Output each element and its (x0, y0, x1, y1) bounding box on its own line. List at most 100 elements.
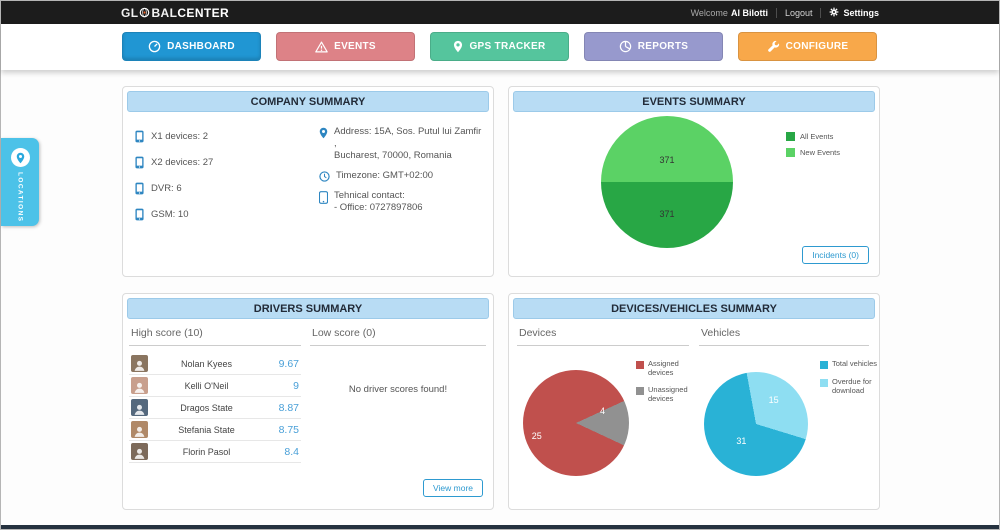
logo-text: CENTER (177, 5, 230, 20)
events-summary-panel: EVENTS SUMMARY 371 371 All Events New Ev… (508, 86, 880, 277)
events-summary-title: EVENTS SUMMARY (513, 91, 875, 112)
high-score-column: High score (10) Nolan Kyees 9.67 Kelli O… (129, 327, 301, 463)
address-line: Address: 15A, Sos. Putul lui Zamfir , (334, 126, 482, 149)
pie-value-label: 371 (659, 208, 675, 219)
nav-reports-button[interactable]: REPORTS (584, 32, 723, 61)
vehicles-legend: Total vehicles Overdue for download (820, 359, 880, 404)
gear-icon (829, 7, 839, 19)
legend-swatch (820, 361, 828, 369)
mobile-device-icon (135, 156, 144, 169)
app-logo: GL BAL CENTER (121, 6, 229, 20)
vehicles-section-label: Vehicles (699, 327, 869, 346)
map-pin-icon (319, 127, 328, 162)
devices-legend: Assigned devices Unassigned devices (636, 359, 696, 412)
contact-label: Tehnical contact: (334, 190, 405, 201)
nav-gps-tracker-button[interactable]: GPS TRACKER (430, 32, 569, 61)
logo-text: BAL (151, 5, 178, 20)
legend-label: All Events (800, 132, 834, 141)
incidents-button[interactable]: Incidents (0) (802, 246, 869, 264)
device-counts: X1 devices: 2 X2 devices: 27 DVR: 6 GSM:… (135, 123, 213, 227)
driver-row: Dragos State 8.87 (129, 397, 301, 419)
devices-section-label: Devices (517, 327, 689, 346)
mobile-device-icon (135, 208, 144, 221)
nav-events-button[interactable]: EVENTS (276, 32, 415, 61)
map-marker-icon (453, 40, 463, 53)
nav-label: GPS TRACKER (469, 41, 546, 52)
address-row: Address: 15A, Sos. Putul lui Zamfir , Bu… (319, 126, 485, 162)
legend-label: Overdue for download (832, 377, 872, 395)
nav-configure-button[interactable]: CONFIGURE (738, 32, 877, 61)
driver-score: 8.75 (278, 423, 299, 436)
driver-row: Kelli O'Neil 9 (129, 375, 301, 397)
settings-link[interactable]: Settings (829, 7, 879, 19)
devices-pie-chart: 25 4 (523, 370, 629, 476)
pie-value-label: 31 (736, 435, 747, 446)
low-score-label: Low score (0) (310, 327, 486, 346)
legend-label: New Events (800, 148, 841, 157)
legend-label: Total vehicles (832, 359, 878, 368)
driver-row: Nolan Kyees 9.67 (129, 353, 301, 375)
company-summary-title: COMPANY SUMMARY (127, 91, 489, 112)
legend-item: All Events (786, 132, 840, 141)
pie-value-label: 4 (599, 406, 606, 417)
legend-item: Total vehicles (820, 359, 880, 369)
device-count-row: GSM: 10 (135, 201, 213, 227)
legend-swatch (636, 387, 644, 395)
driver-row: Stefania State 8.75 (129, 419, 301, 441)
no-scores-message: No driver scores found! (348, 384, 448, 395)
top-bar: GL BAL CENTER Welcome Al Bilotti Logout (1, 1, 999, 24)
locations-tab[interactable]: LOCATIONS (1, 138, 39, 226)
low-score-column: Low score (0) No driver scores found! (310, 327, 486, 395)
legend-item: New Events (786, 148, 840, 157)
legend-swatch (786, 132, 795, 141)
nav-dashboard-button[interactable]: DASHBOARD (122, 32, 261, 61)
nav-label: CONFIGURE (785, 41, 849, 52)
divider (775, 7, 777, 18)
driver-avatar (131, 377, 148, 394)
driver-avatar (131, 355, 148, 372)
legend-swatch (636, 361, 644, 369)
driver-avatar (131, 443, 148, 460)
locations-tab-label: LOCATIONS (16, 172, 24, 223)
legend-item: Assigned devices (636, 359, 696, 377)
timezone-text: Timezone: GMT+02:00 (336, 170, 434, 181)
company-summary-panel: COMPANY SUMMARY X1 devices: 2 X2 devices… (122, 86, 494, 277)
driver-name: Nolan Kyees (180, 358, 233, 369)
nav-label: DASHBOARD (167, 41, 235, 52)
mobile-device-icon (135, 130, 144, 143)
address-line: Bucharest, 70000, Romania (334, 150, 452, 161)
driver-score: 9.67 (278, 357, 299, 370)
devices-vehicles-title: DEVICES/VEHICLES SUMMARY (513, 298, 875, 319)
map-pin-icon (10, 148, 30, 167)
driver-row: Florin Pasol 8.4 (129, 441, 301, 463)
driver-avatar (131, 421, 148, 438)
main-nav: DASHBOARD EVENTS GPS TRACKER REPORTS (1, 24, 999, 70)
pie-value-label: 25 (531, 430, 542, 441)
warning-triangle-icon (315, 41, 328, 53)
mobile-device-icon (135, 182, 144, 195)
logout-link[interactable]: Logout (784, 7, 813, 18)
vehicles-pie-chart: 31 15 (704, 372, 808, 476)
phone-icon (319, 191, 328, 214)
logo-text: GL (121, 5, 139, 20)
legend-item: Unassigned devices (636, 385, 696, 403)
driver-score: 8.4 (284, 445, 299, 458)
device-count-row: X2 devices: 27 (135, 149, 213, 175)
user-name: Al Bilotti (730, 7, 768, 18)
footer-bar (1, 525, 999, 529)
nav-label: EVENTS (334, 41, 376, 52)
device-count-row: DVR: 6 (135, 175, 213, 201)
driver-name: Kelli O'Neil (184, 380, 229, 391)
pie-chart-icon (619, 40, 632, 53)
view-more-button[interactable]: View more (423, 479, 483, 497)
driver-name: Dragos State (180, 402, 233, 413)
globe-icon (139, 7, 150, 18)
divider (820, 7, 822, 18)
gauge-icon (148, 40, 161, 53)
pie-value-label: 371 (659, 154, 675, 165)
nav-label: REPORTS (637, 41, 689, 52)
driver-avatar (131, 399, 148, 416)
events-legend: All Events New Events (786, 132, 840, 164)
legend-label: Unassigned devices (648, 385, 688, 403)
